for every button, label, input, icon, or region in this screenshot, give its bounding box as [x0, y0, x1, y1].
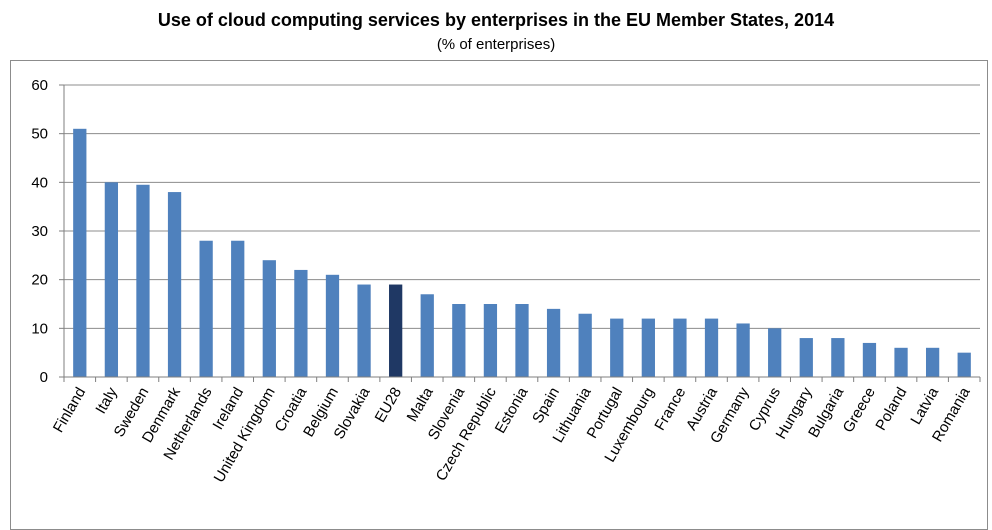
- bar-austria: [704, 318, 719, 377]
- bar-slovenia: [452, 304, 466, 377]
- bar-luxembourg: [641, 318, 655, 377]
- bar-netherlands: [199, 240, 213, 377]
- bar-spain: [546, 308, 561, 377]
- y-tick-label: 50: [31, 126, 48, 143]
- chart-subtitle: (% of enterprises): [436, 36, 556, 53]
- bar-croatia: [294, 269, 308, 377]
- bar-cyprus: [768, 328, 782, 377]
- bar-belgium: [325, 274, 340, 377]
- x-tick-label: Spain: [529, 385, 563, 427]
- bar-latvia: [925, 347, 940, 377]
- bar-denmark: [167, 192, 182, 377]
- y-tick-label: 40: [31, 174, 48, 191]
- x-tick-label: Poland: [872, 385, 910, 434]
- bar-malta: [420, 294, 434, 377]
- y-tick-label: 10: [31, 320, 48, 337]
- x-tick-label: EU28: [372, 385, 405, 426]
- axes: [59, 84, 981, 382]
- bar-sweden: [136, 184, 150, 377]
- y-tick-label: 30: [31, 223, 48, 240]
- bar-czech-republic: [483, 304, 498, 377]
- bar-romania: [957, 352, 971, 377]
- bar-eu28: [389, 284, 403, 377]
- bar-italy: [104, 182, 119, 377]
- bar-poland: [894, 347, 908, 377]
- chart-title: Use of cloud computing services by enter…: [157, 10, 835, 30]
- bar-germany: [736, 323, 750, 377]
- bar-estonia: [515, 304, 529, 377]
- bar-greece: [862, 342, 877, 377]
- bars: [73, 128, 971, 377]
- y-tick-label: 60: [31, 77, 48, 94]
- bar-portugal: [610, 318, 624, 377]
- x-tick-label: Malta: [404, 384, 437, 425]
- bar-lithuania: [578, 313, 592, 377]
- bar-slovakia: [357, 284, 371, 377]
- x-tick-label: United Kingdom: [211, 385, 279, 486]
- x-tick-label: Finland: [50, 385, 89, 436]
- x-tick-label: Italy: [92, 384, 121, 417]
- y-tick-label: 20: [31, 272, 48, 289]
- bar-finland: [73, 128, 87, 377]
- bar-ireland: [231, 240, 245, 377]
- bar-france: [673, 318, 687, 377]
- bar-hungary: [799, 338, 813, 377]
- bar-bulgaria: [831, 338, 845, 377]
- y-tick-label: 0: [40, 369, 48, 386]
- bar-united-kingdom: [262, 260, 276, 377]
